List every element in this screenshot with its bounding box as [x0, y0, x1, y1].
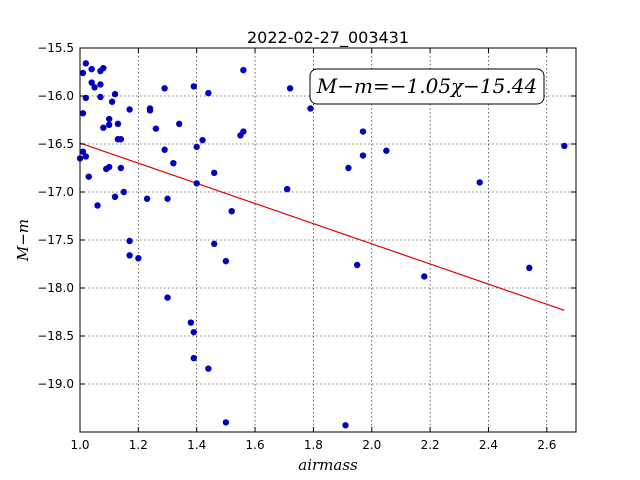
data-point: [126, 237, 133, 245]
data-point: [79, 110, 87, 117]
data-point: [100, 124, 107, 131]
data-point: [143, 195, 151, 202]
data-point: [190, 83, 197, 90]
data-point: [120, 188, 127, 196]
data-point: [205, 365, 212, 372]
data-point: [164, 195, 171, 202]
y-tick-labels: −15.5 −16.0 −16.5 −17.0 −17.5 −18.0 −18.5 −19.0: [37, 41, 74, 391]
data-point: [91, 84, 98, 91]
data-point: [211, 240, 218, 248]
data-point: [342, 422, 349, 429]
data-point: [476, 179, 483, 186]
data-point: [135, 255, 142, 262]
data-point: [114, 120, 122, 128]
data-point: [283, 185, 291, 193]
data-point: [353, 261, 361, 269]
data-point: [421, 273, 428, 280]
data-point: [359, 128, 367, 135]
data-point: [85, 173, 92, 180]
data-point: [152, 125, 160, 132]
data-point: [126, 106, 133, 113]
y-tick-label: −19.0: [37, 377, 74, 391]
data-point: [561, 142, 568, 150]
x-tick-label: 1.4: [187, 438, 206, 452]
x-tick-label: 2.4: [479, 438, 498, 452]
y-tick-label: −18.5: [37, 329, 74, 343]
x-tick-label: 1.6: [246, 438, 265, 452]
data-point: [307, 105, 314, 112]
data-point: [94, 202, 101, 209]
x-tick-label: 2.0: [362, 438, 381, 452]
data-point: [170, 160, 177, 167]
data-point: [193, 180, 200, 187]
data-point: [199, 136, 206, 144]
data-point: [82, 60, 90, 67]
fit-annotation-frame: [309, 68, 545, 105]
fit-annotation-box: M−m=−1.05χ−15.44: [309, 68, 545, 105]
data-point: [193, 143, 200, 151]
y-tick-label: −15.5: [37, 41, 74, 55]
data-point: [126, 252, 133, 259]
x-tick-label: 2.2: [421, 438, 440, 452]
data-point: [105, 121, 113, 128]
data-point: [105, 115, 113, 123]
grid-lines: [79, 47, 576, 432]
data-point: [190, 354, 197, 362]
y-tick-label: −16.0: [37, 89, 74, 103]
data-point: [82, 153, 90, 160]
y-axis-label: M−m: [14, 219, 32, 262]
data-point: [190, 328, 197, 336]
data-point: [211, 169, 218, 176]
chart-title: 2022-02-27_003431: [247, 28, 409, 48]
data-point: [240, 66, 247, 74]
data-point: [88, 79, 95, 86]
data-point: [111, 90, 119, 98]
fit-annotation-text: M−m=−1.05χ−15.44: [316, 74, 537, 98]
data-point: [105, 163, 113, 171]
data-point: [176, 120, 183, 128]
scatter-points: [76, 60, 568, 429]
data-point: [79, 148, 87, 155]
fit-line-group: [79, 142, 565, 311]
data-point: [286, 85, 294, 92]
data-point: [359, 152, 367, 159]
x-tick-labels: 1.0 1.2 1.4 1.6 1.8 2.0 2.2 2.4 2.6: [70, 438, 556, 452]
y-tick-label: −17.5: [37, 233, 74, 247]
data-point: [79, 69, 87, 77]
data-point: [117, 164, 125, 172]
x-tick-label: 1.8: [304, 438, 323, 452]
x-tick-label: 1.0: [70, 438, 89, 452]
data-point: [205, 89, 212, 97]
data-point: [97, 93, 104, 101]
y-tick-label: −18.0: [37, 281, 74, 295]
fit-line: [79, 142, 565, 311]
data-point: [383, 147, 390, 154]
x-tick-label: 1.2: [129, 438, 148, 452]
data-point: [97, 81, 104, 88]
data-point: [146, 105, 154, 112]
data-point: [108, 98, 116, 105]
data-point: [222, 257, 230, 265]
data-point: [117, 136, 125, 143]
data-point: [228, 208, 235, 215]
x-tick-label: 2.6: [537, 438, 556, 452]
axis-ticks: [79, 47, 576, 432]
data-point: [88, 65, 95, 73]
data-point: [222, 419, 230, 426]
x-axis-label: airmass: [298, 456, 358, 474]
data-point: [187, 319, 195, 326]
y-tick-label: −16.5: [37, 137, 74, 151]
data-point: [345, 164, 352, 172]
data-point: [100, 64, 107, 72]
data-point: [161, 146, 168, 153]
y-tick-label: −17.0: [37, 185, 74, 199]
data-point: [240, 128, 247, 135]
data-point: [164, 294, 171, 301]
data-point: [526, 264, 533, 272]
data-point: [111, 193, 119, 200]
data-point: [161, 85, 168, 92]
